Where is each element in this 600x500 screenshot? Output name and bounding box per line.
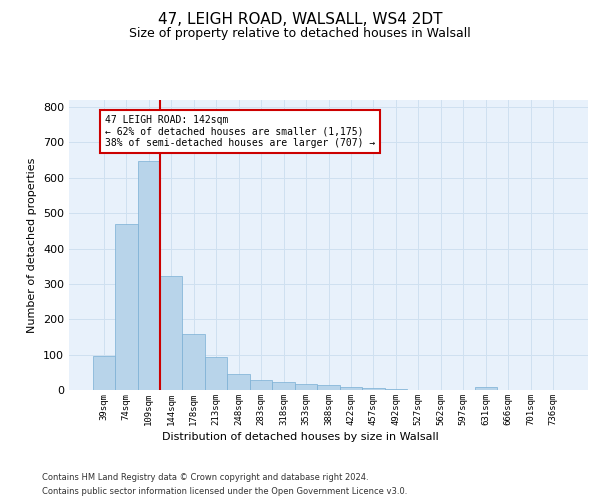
Bar [362, 388, 385, 390]
Bar [182, 334, 205, 390]
Bar [250, 380, 272, 390]
Bar [92, 356, 115, 390]
Text: 47 LEIGH ROAD: 142sqm
← 62% of detached houses are smaller (1,175)
38% of semi-d: 47 LEIGH ROAD: 142sqm ← 62% of detached … [105, 115, 375, 148]
Text: Distribution of detached houses by size in Walsall: Distribution of detached houses by size … [161, 432, 439, 442]
Bar [115, 224, 137, 390]
Bar [160, 276, 182, 390]
Bar [317, 385, 340, 390]
Bar [227, 374, 250, 390]
Bar [295, 384, 317, 390]
Bar [272, 382, 295, 390]
Bar [475, 387, 497, 390]
Text: Contains public sector information licensed under the Open Government Licence v3: Contains public sector information licen… [42, 488, 407, 496]
Text: 47, LEIGH ROAD, WALSALL, WS4 2DT: 47, LEIGH ROAD, WALSALL, WS4 2DT [158, 12, 442, 28]
Y-axis label: Number of detached properties: Number of detached properties [28, 158, 37, 332]
Text: Contains HM Land Registry data © Crown copyright and database right 2024.: Contains HM Land Registry data © Crown c… [42, 472, 368, 482]
Bar [137, 161, 160, 390]
Text: Size of property relative to detached houses in Walsall: Size of property relative to detached ho… [129, 28, 471, 40]
Bar [205, 357, 227, 390]
Bar [340, 387, 362, 390]
